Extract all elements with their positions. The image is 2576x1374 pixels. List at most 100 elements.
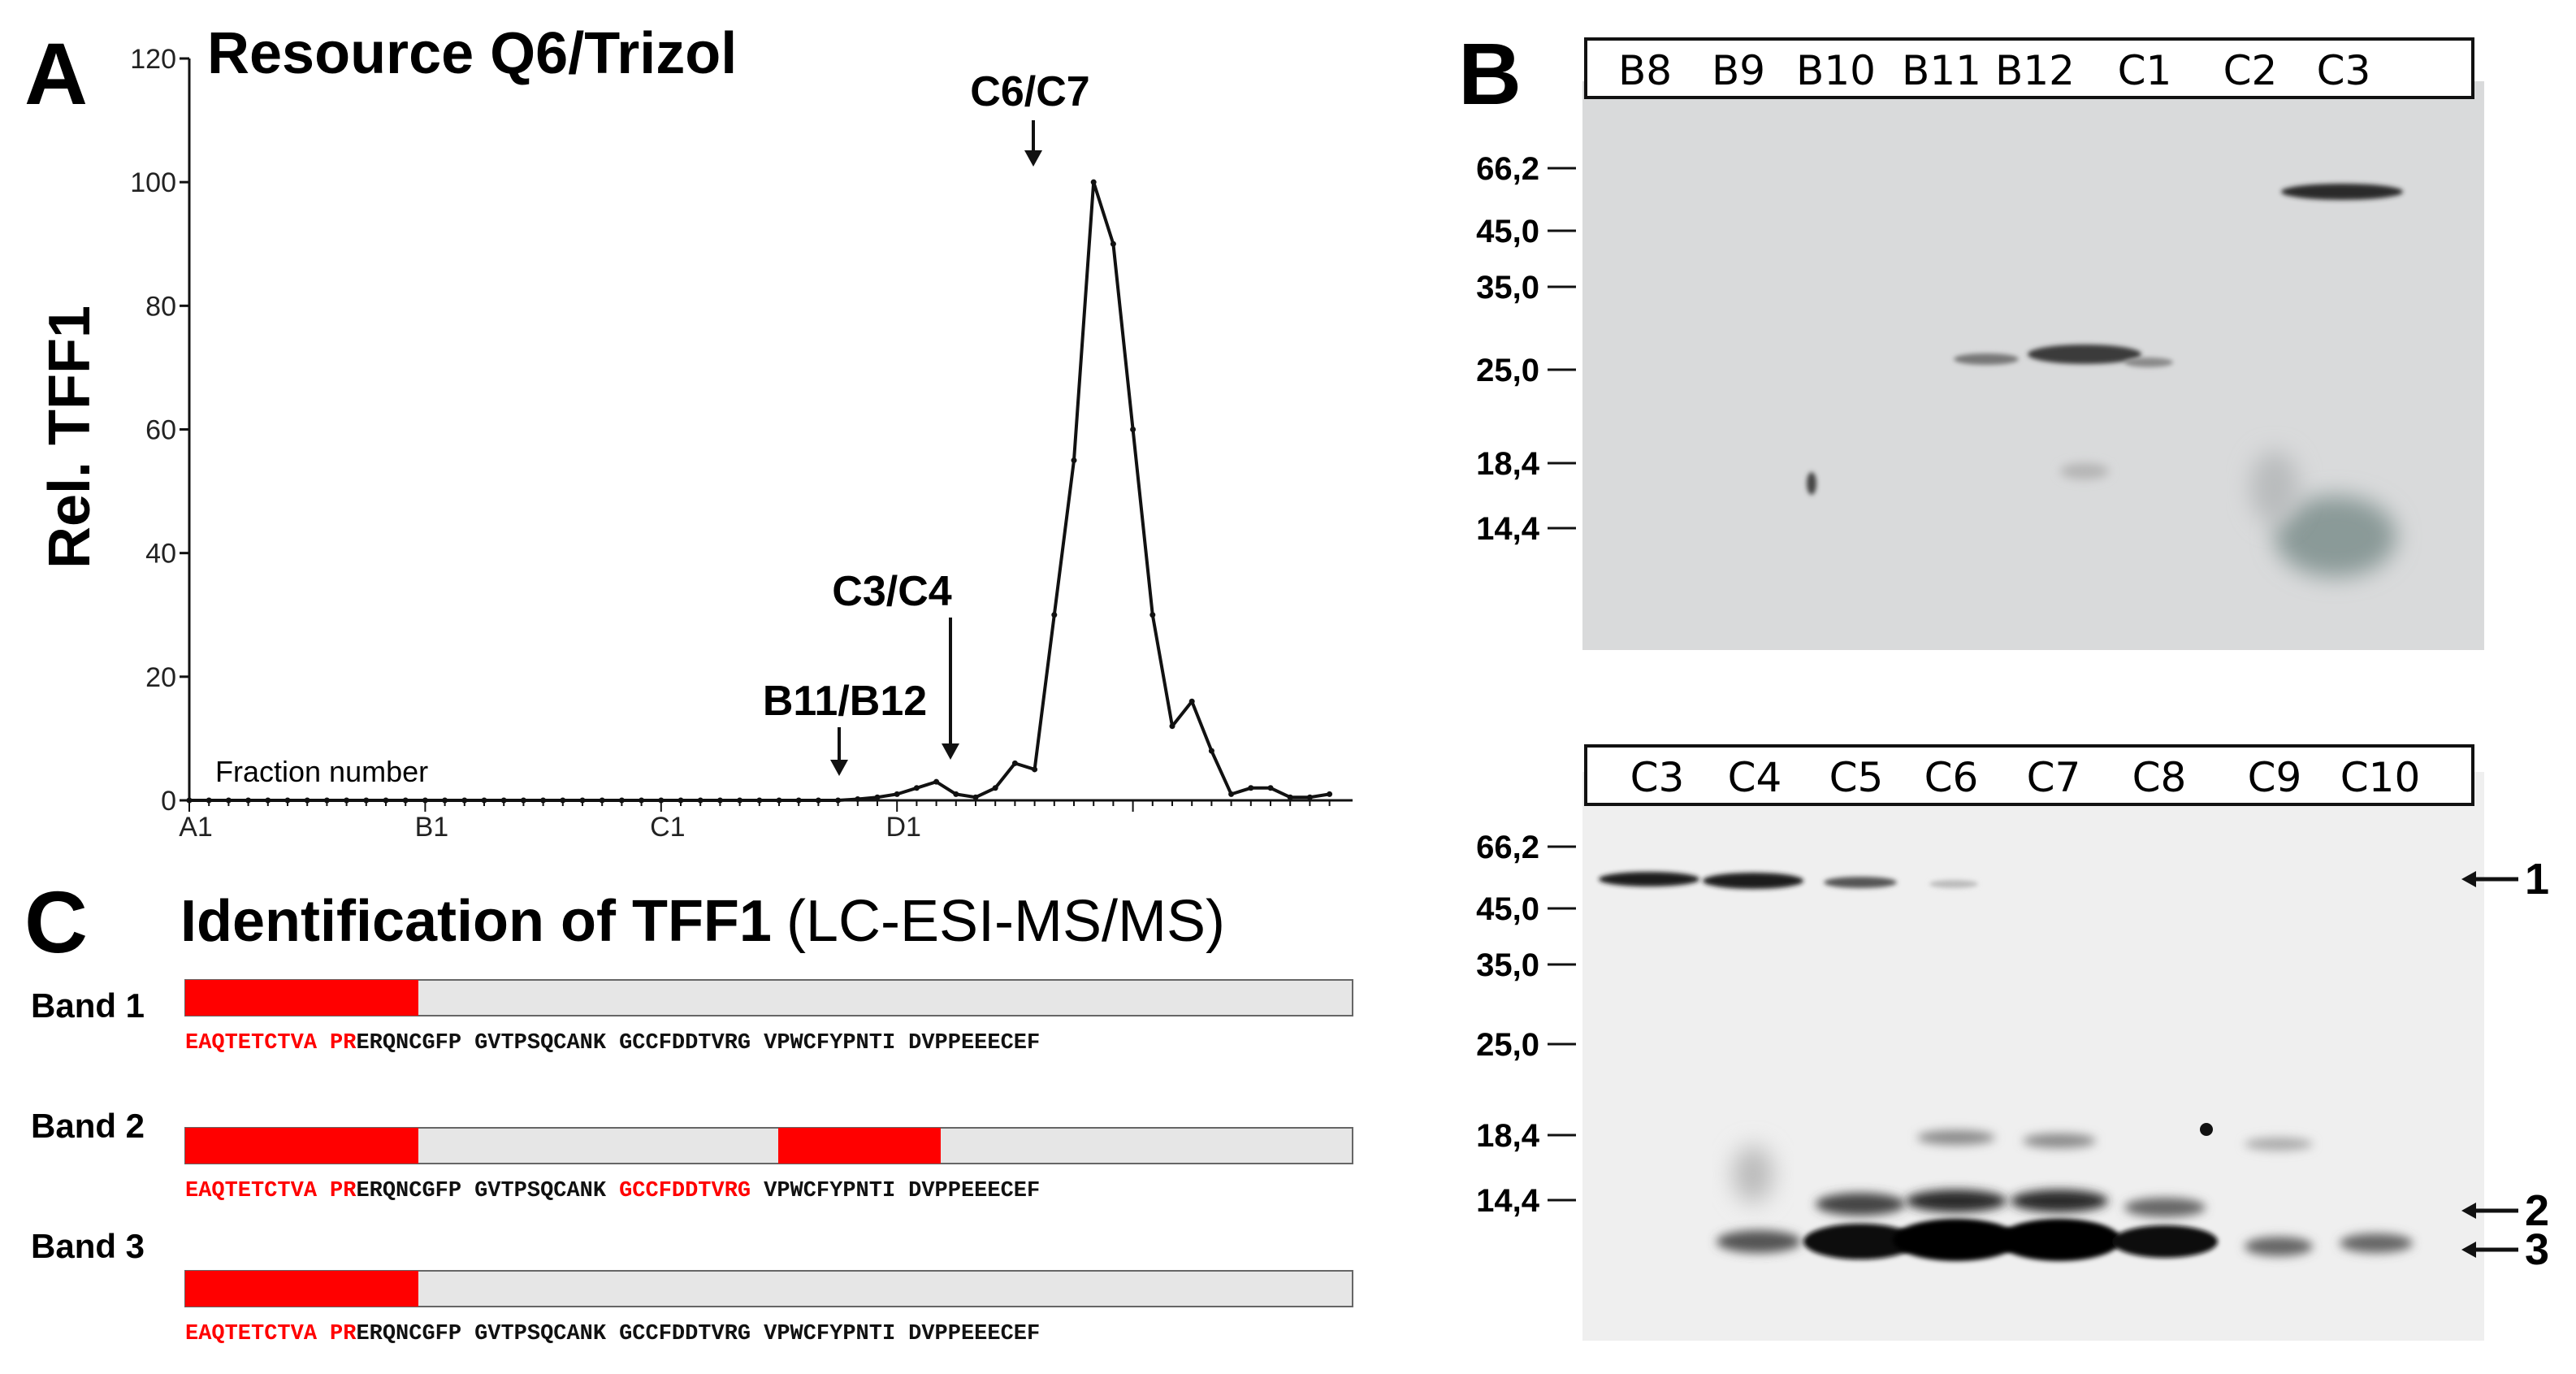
data-point: [815, 797, 821, 804]
data-point: [540, 797, 547, 804]
bottom-bands: [1599, 872, 2413, 1261]
bottom-mw-markers: 66,2 45,0 35,0 25,0 18,4 14,4: [1476, 830, 1576, 1219]
panel-letter-b: B: [1458, 24, 1522, 123]
data-point: [225, 797, 232, 804]
mw-marker-label: 18,4: [1476, 446, 1540, 482]
data-point: [933, 778, 940, 785]
annotation-arrowhead: [942, 743, 959, 760]
band1-coverage-1: [185, 980, 418, 1016]
band2-coverage-1: [185, 1128, 418, 1164]
data-point: [678, 797, 684, 804]
panel-c-title: Identification of TFF1 (LC-ESI-MS/MS): [180, 889, 1225, 954]
data-point: [1071, 457, 1077, 464]
data-point: [1327, 791, 1333, 797]
annotation-label: B11/B12: [763, 678, 927, 725]
y-tick-label: 80: [145, 291, 176, 322]
lane-label: C3: [2317, 47, 2371, 94]
lane-label: C9: [2248, 754, 2302, 801]
annotation-layer: C6/C7 C3/C4 B11/B12: [763, 68, 1090, 776]
band1-c6: [1929, 880, 1978, 888]
y-tick-label: 100: [130, 167, 176, 198]
band3-c6: [1893, 1219, 2020, 1261]
data-point: [992, 785, 998, 791]
data-point: [717, 797, 723, 804]
lane-label: C5: [1829, 754, 1884, 801]
band3-c8: [2112, 1225, 2218, 1258]
data-point: [1188, 698, 1195, 704]
x-tick-label: B1: [415, 812, 449, 843]
y-tick-label: 40: [145, 539, 176, 570]
band2-sequence: EAQTETCTVA PRERQNCGFP GVTPSQCANK GCCFDDTVRG…: [185, 1179, 1040, 1203]
annotation-arrowhead: [1024, 150, 1042, 167]
smear-c4: [1733, 1146, 1773, 1203]
y-axis-label: Rel. TFF1: [37, 306, 102, 569]
band1-c4: [1703, 873, 1803, 889]
data-point: [874, 794, 881, 800]
lane-label: C7: [2027, 754, 2081, 801]
data-point: [1051, 612, 1058, 618]
data-point: [737, 797, 743, 804]
data-point: [1110, 241, 1116, 247]
smear-c3: [2275, 496, 2396, 577]
y-tick-label: 0: [161, 786, 176, 817]
mw-marker-label: 14,4: [1476, 1183, 1540, 1219]
band2-c6: [1906, 1190, 2007, 1212]
data-point: [1090, 179, 1097, 185]
data-point: [639, 797, 645, 804]
x-tick-label: C1: [650, 812, 685, 843]
band1-label: Band 1: [31, 986, 145, 1025]
x-tick-label: A1: [179, 812, 213, 843]
mw-marker-label: 25,0: [1476, 1027, 1539, 1063]
top-lane-box: [1584, 37, 2474, 99]
y-tick-label: 60: [145, 415, 176, 446]
data-point: [697, 797, 704, 804]
data-point: [1130, 427, 1136, 432]
data-point: [304, 797, 310, 804]
data-point: [481, 797, 487, 804]
band3-c5: [1803, 1224, 1917, 1259]
data-point: [344, 797, 350, 804]
annotation-arrowhead: [830, 760, 848, 776]
data-point: [599, 797, 605, 804]
bottom-lane-labels: C3 C4 C5 C6 C7 C8 C9 C10: [1630, 754, 2421, 801]
arrow-label-1: 1: [2525, 855, 2549, 904]
data-point: [972, 794, 979, 800]
lane-label: C1: [2118, 47, 2172, 94]
data-point: [245, 797, 252, 804]
data-point: [835, 797, 842, 804]
data-point: [776, 797, 782, 804]
lane-label: C3: [1630, 754, 1685, 801]
band3-c10: [2340, 1233, 2413, 1253]
faint-b12: [2060, 463, 2109, 479]
y-tick-label: 20: [145, 662, 176, 693]
chart-title: Resource Q6/Trizol: [207, 21, 737, 86]
panel-letter-c: C: [24, 873, 88, 971]
lane-label: C2: [2223, 47, 2278, 94]
annotation-label: C3/C4: [832, 568, 951, 615]
data-point: [579, 797, 586, 804]
lane-label: B11: [1902, 47, 1981, 94]
band-18-c9: [2245, 1138, 2313, 1151]
data-point: [383, 797, 389, 804]
mw-marker-label: 66,2: [1476, 151, 1539, 187]
smear-c2: [2250, 451, 2299, 524]
band3-sequence: EAQTETCTVA PRERQNCGFP GVTPSQCANK GCCFDDTVRG…: [185, 1322, 1040, 1346]
panel-letter-a: A: [24, 24, 88, 123]
band-18-c7: [2023, 1133, 2096, 1148]
band3-c9: [2245, 1237, 2313, 1256]
lane-label: C6: [1924, 754, 1979, 801]
data-layer: [186, 179, 1333, 804]
band3-c4: [1717, 1230, 1801, 1253]
spot-b10: [1807, 472, 1816, 495]
lane-label: B12: [1995, 47, 2075, 94]
mw-marker-label: 35,0: [1476, 270, 1539, 306]
data-point: [1149, 612, 1156, 618]
band-c3-top: [2281, 184, 2403, 200]
band2-c5: [1816, 1193, 1905, 1216]
bottom-lane-box: [1584, 744, 2474, 806]
data-point: [1169, 723, 1175, 730]
mw-marker-label: 66,2: [1476, 830, 1539, 865]
data-point: [618, 797, 625, 804]
band-b12: [2028, 345, 2141, 364]
